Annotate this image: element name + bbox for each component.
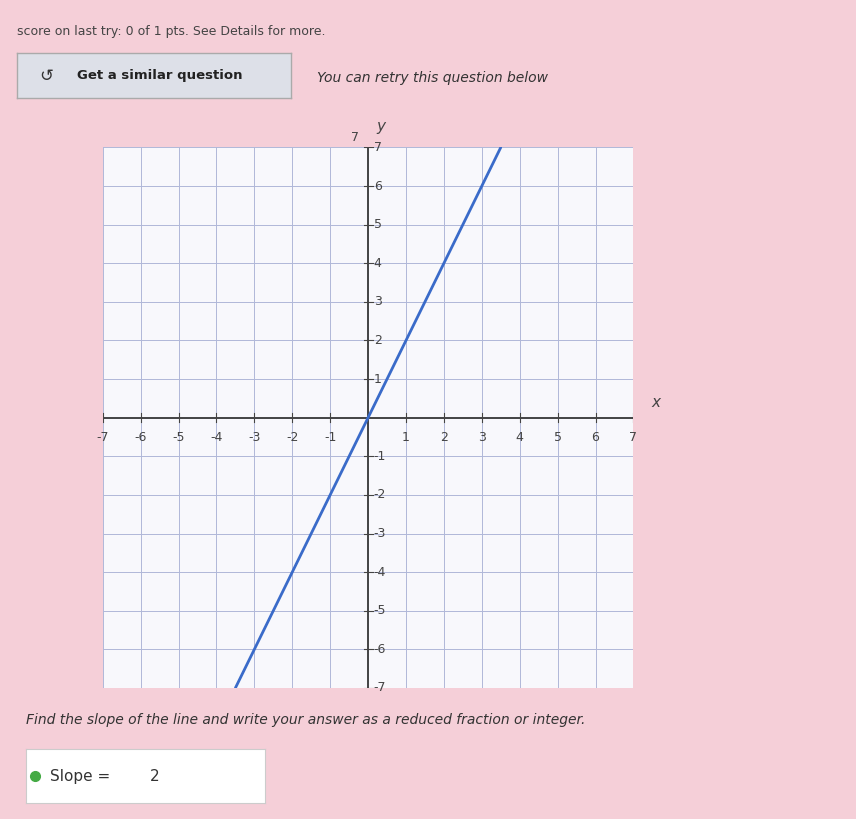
Text: 7: 7: [374, 141, 382, 154]
Text: -1: -1: [374, 450, 386, 463]
Text: 6: 6: [591, 431, 599, 444]
Text: -2: -2: [286, 431, 299, 444]
Text: -7: -7: [374, 681, 386, 695]
Text: 5: 5: [554, 431, 562, 444]
Text: -4: -4: [211, 431, 223, 444]
Text: 1: 1: [374, 373, 382, 386]
Text: 3: 3: [478, 431, 485, 444]
Text: Slope =: Slope =: [50, 768, 115, 784]
Text: -5: -5: [172, 431, 185, 444]
Text: -6: -6: [134, 431, 147, 444]
Text: -2: -2: [374, 488, 386, 501]
Text: 7: 7: [351, 131, 359, 144]
Text: 2: 2: [151, 768, 160, 784]
Text: You can retry this question below: You can retry this question below: [317, 70, 548, 85]
Text: -3: -3: [374, 527, 386, 540]
Text: -5: -5: [374, 604, 386, 618]
Text: score on last try: 0 of 1 pts. See Details for more.: score on last try: 0 of 1 pts. See Detai…: [17, 25, 325, 38]
Text: Get a similar question: Get a similar question: [77, 70, 243, 82]
Text: 4: 4: [374, 256, 382, 269]
Text: y: y: [377, 119, 386, 133]
Text: -1: -1: [324, 431, 336, 444]
Text: 4: 4: [516, 431, 524, 444]
Text: -3: -3: [248, 431, 260, 444]
Text: -6: -6: [374, 643, 386, 656]
Text: 7: 7: [629, 431, 638, 444]
Text: 2: 2: [440, 431, 448, 444]
Text: Find the slope of the line and write your answer as a reduced fraction or intege: Find the slope of the line and write you…: [26, 713, 585, 726]
Text: x: x: [651, 395, 661, 410]
Text: -4: -4: [374, 566, 386, 579]
Text: 1: 1: [402, 431, 410, 444]
Text: 2: 2: [374, 334, 382, 347]
Text: 5: 5: [374, 218, 382, 231]
Text: 3: 3: [374, 296, 382, 309]
Text: ↺: ↺: [39, 67, 53, 84]
Text: 6: 6: [374, 179, 382, 192]
Text: -7: -7: [97, 431, 109, 444]
